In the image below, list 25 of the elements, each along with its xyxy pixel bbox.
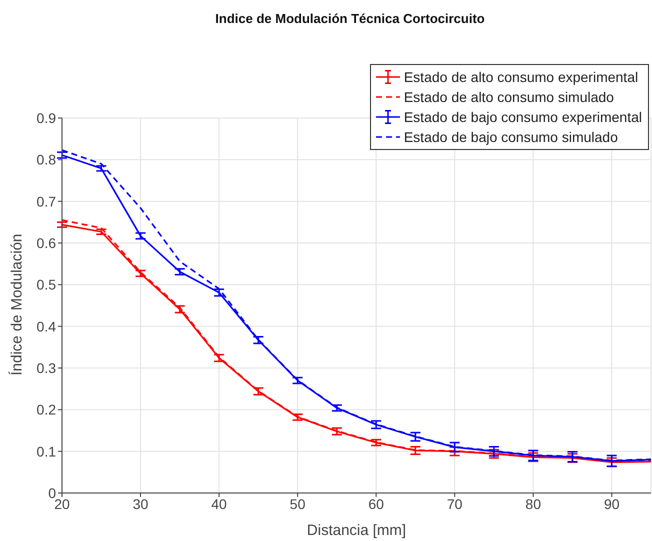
- x-tick-label: 60: [368, 496, 384, 512]
- x-tick-label: 30: [132, 496, 149, 512]
- y-tick-label: 0.2: [36, 402, 56, 418]
- x-tick-label: 40: [211, 496, 228, 512]
- x-tick-label: 80: [525, 496, 542, 512]
- y-tick-label: 0.5: [36, 276, 56, 293]
- y-tick-label: 0: [48, 484, 56, 501]
- legend-label: Estado de bajo consumo experimental: [404, 108, 642, 127]
- legend-label: Estado de alto consumo experimental: [404, 68, 638, 87]
- x-tick-label: 20: [54, 496, 70, 512]
- y-tick-label: 0.6: [36, 234, 56, 251]
- x-axis-title: Distancia [mm]: [306, 522, 406, 539]
- x-tick-label: 50: [290, 496, 306, 512]
- y-tick-label: 0.4: [36, 318, 56, 334]
- y-tick-label: 0.9: [36, 110, 56, 126]
- legend-label: Estado de alto consumo simulado: [404, 88, 614, 107]
- y-tick-label: 0.3: [36, 360, 56, 376]
- chart-title: Indice de Modulación Técnica Cortocircuito: [214, 10, 486, 28]
- y-tick-label: 0.8: [36, 152, 56, 168]
- y-tick-label: 0.7: [36, 193, 56, 210]
- y-tick-label: 0.1: [36, 443, 56, 460]
- x-tick-label: 90: [604, 496, 620, 512]
- legend-label: Estado de bajo consumo simulado: [404, 128, 618, 147]
- x-tick-label: 70: [446, 496, 463, 512]
- y-axis-title: Índice de Modulación: [7, 234, 26, 376]
